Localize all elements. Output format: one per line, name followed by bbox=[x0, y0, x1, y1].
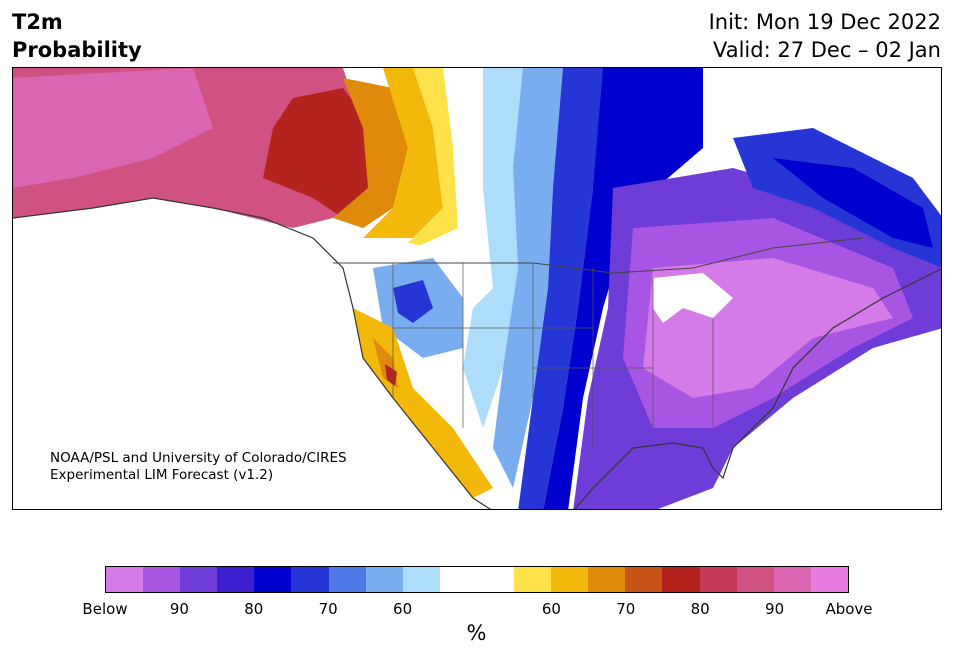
colorbar-tick-label: 70 bbox=[318, 600, 338, 618]
colorbar-swatch bbox=[476, 567, 515, 592]
valid-range: Valid: 27 Dec – 02 Jan bbox=[712, 38, 941, 62]
colorbar-tick-label: 60 bbox=[393, 600, 413, 618]
colorbar-swatch bbox=[773, 567, 811, 592]
colorbar-swatch bbox=[588, 567, 626, 592]
region-deepblue bbox=[543, 68, 703, 509]
colorbar-tick-label: 90 bbox=[765, 600, 785, 618]
colorbar-tick-label: Above bbox=[825, 600, 873, 618]
colorbar-tick-label: 60 bbox=[541, 600, 561, 618]
region-lightblue bbox=[463, 68, 533, 428]
region-canada-yellow bbox=[363, 68, 443, 238]
colorbar-swatch bbox=[291, 567, 329, 592]
colorbar-swatch bbox=[699, 567, 737, 592]
east-coast bbox=[573, 268, 941, 509]
colorbar bbox=[105, 566, 849, 593]
colorbar-swatch bbox=[662, 567, 700, 592]
coastline bbox=[13, 197, 492, 509]
colorbar-swatch bbox=[402, 567, 440, 592]
colorbar-swatch bbox=[254, 567, 292, 592]
region-yukon-red bbox=[263, 88, 373, 218]
colorbar-tick-label: 80 bbox=[690, 600, 710, 618]
title-line-2: Probability bbox=[12, 38, 142, 62]
colorbar-swatch bbox=[217, 567, 255, 592]
colorbar-tick-label: Below bbox=[82, 600, 128, 618]
us-canada-border bbox=[333, 237, 864, 274]
colorbar-ticks: Below 90 80 70 60 60 70 80 90 Above bbox=[82, 600, 872, 618]
map-canvas bbox=[13, 68, 941, 509]
init-date: Init: Mon 19 Dec 2022 bbox=[708, 10, 941, 34]
colorbar-swatch bbox=[180, 567, 218, 592]
map-title: T2m Probability bbox=[12, 8, 142, 64]
region-alaska-above-light bbox=[13, 68, 213, 188]
credit-line-2: Experimental LIM Forecast (v1.2) bbox=[50, 467, 274, 483]
great-lakes bbox=[653, 273, 733, 323]
colorbar-swatch bbox=[365, 567, 403, 592]
colorbar-swatch bbox=[625, 567, 663, 592]
region-west-deepblue bbox=[393, 280, 433, 323]
state-lines bbox=[392, 263, 714, 448]
title-line-1: T2m bbox=[12, 10, 63, 34]
colorbar-swatch bbox=[736, 567, 774, 592]
colorbar-swatch bbox=[439, 567, 477, 592]
colorbar-swatch bbox=[328, 567, 366, 592]
colorbar-swatch bbox=[143, 567, 181, 592]
credit-text: NOAA/PSL and University of Colorado/CIRE… bbox=[50, 450, 347, 484]
colorbar-tick-label: 80 bbox=[244, 600, 264, 618]
region-socal-red bbox=[385, 364, 397, 386]
colorbar-swatch bbox=[551, 567, 589, 592]
region-canada-lightyellow bbox=[408, 68, 458, 248]
colorbar-tick-label: 90 bbox=[169, 600, 189, 618]
credit-line-1: NOAA/PSL and University of Colorado/CIRE… bbox=[50, 450, 347, 466]
colorbar-tick-label: 70 bbox=[616, 600, 636, 618]
probability-map: NOAA/PSL and University of Colorado/CIRE… bbox=[12, 67, 942, 510]
colorbar-unit: % bbox=[466, 621, 487, 645]
forecast-dates: Init: Mon 19 Dec 2022 Valid: 27 Dec – 02… bbox=[709, 8, 941, 64]
colorbar-swatch bbox=[810, 567, 848, 592]
region-blue bbox=[518, 68, 613, 509]
region-canada-orange bbox=[333, 78, 408, 228]
region-arctic-neutral bbox=[713, 68, 941, 158]
colorbar-swatch bbox=[106, 567, 144, 592]
region-ne-deepblue bbox=[773, 158, 933, 248]
colorbar-swatch bbox=[514, 567, 552, 592]
